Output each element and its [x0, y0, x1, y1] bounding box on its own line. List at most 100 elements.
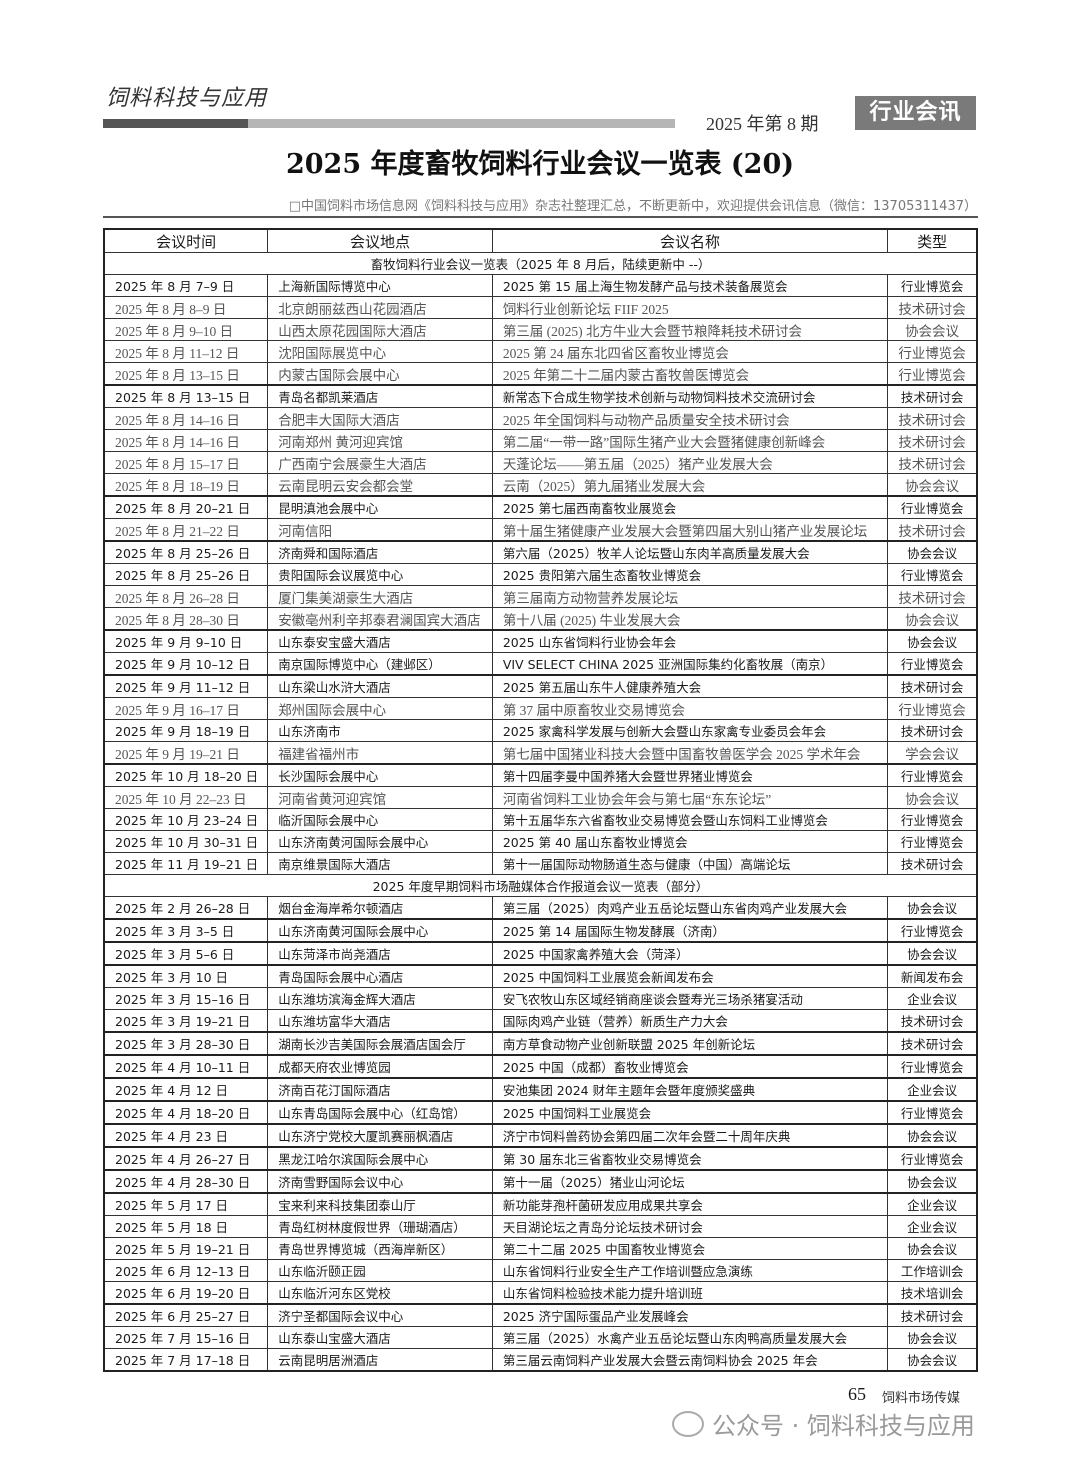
cell-type: 企业会议	[887, 1077, 978, 1102]
cell-type: 协会会议	[887, 786, 978, 809]
cell-name: 第三届云南饲料产业发展大会暨云南饲料协会 2025 年会	[491, 1348, 889, 1372]
cell-time: 2025 年 10 月 22–23 日	[103, 786, 269, 809]
cell-type: 协会会议	[887, 1348, 978, 1372]
cell-type: 行业博览会	[887, 1054, 978, 1079]
cell-type: 协会会议	[887, 941, 978, 966]
cell-time: 2025 年 8 月 20–21 日	[103, 495, 269, 519]
cell-name: 2025 中国家禽养殖大会（菏泽）	[491, 941, 889, 966]
table-row: 2025 年 4 月 12 日济南百花汀国际酒店 安池集团 2024 财年主题年会…	[103, 1077, 978, 1102]
cell-type: 行业博览会	[887, 918, 978, 943]
cell-name: 饲料行业创新论坛 FIIF 2025	[491, 296, 889, 319]
cell-time: 2025 年 8 月 15–17 日	[103, 451, 269, 474]
column-header-type: 类型	[887, 228, 978, 253]
cell-name: 天蓬论坛——第五届（2025）猪产业发展大会	[491, 451, 889, 474]
cell-time: 2025 年 4 月 10–11 日	[103, 1054, 269, 1079]
table-row: 2025 年 5 月 18 日青岛红树林度假世界（珊瑚酒店） 天目湖论坛之青岛分论…	[103, 1215, 978, 1238]
cell-location: 河南郑州 黄河迎宾馆	[267, 429, 493, 452]
cell-name: 山东省饲料检验技术能力提升培训班	[491, 1281, 889, 1305]
cell-type: 技术研讨会	[887, 1303, 978, 1327]
cell-name: 2025 济宁国际蛋品产业发展峰会	[491, 1303, 889, 1327]
cell-location: 山东梁山水浒大酒店	[267, 674, 493, 698]
table-row: 2025 年 3 月 3–5 日山东济南黄河国际会展中心 2025 第 14 届国…	[103, 918, 978, 943]
cell-location: 山东济南黄河国际会展中心	[267, 918, 493, 943]
section-heading-row: 2025 年度早期饲料市场融媒体合作报道会议一览表（部分）	[103, 874, 978, 897]
cell-location: 山东临沂颐正园	[267, 1259, 493, 1282]
cell-location: 山东临沂河东区党校	[267, 1281, 493, 1305]
cell-time: 2025 年 5 月 19–21 日	[103, 1237, 269, 1260]
cell-time: 2025 年 8 月 13–15 日	[103, 384, 269, 408]
cell-location: 济宁圣都国际会议中心	[267, 1303, 493, 1327]
cell-location: 烟台金海岸希尔顿酒店	[267, 896, 493, 920]
cell-time: 2025 年 4 月 18–20 日	[103, 1100, 269, 1125]
cell-type: 企业会议	[887, 1215, 978, 1238]
cell-time: 2025 年 6 月 19–20 日	[103, 1281, 269, 1305]
cell-type: 技术培训会	[887, 1281, 978, 1305]
table-row: 2025 年 9 月 16–17 日郑州国际会展中心第 37 届中原畜牧业交易博…	[103, 697, 978, 720]
table-row: 2025 年 7 月 15–16 日山东泰山宝盛大酒店 第三届（2025）水禽产业…	[103, 1326, 978, 1349]
cell-type: 行业博览会	[887, 1100, 978, 1125]
watermark-text: 公众号 · 饲料科技与应用	[712, 1412, 975, 1440]
cell-type: 技术研讨会	[887, 384, 978, 408]
cell-location: 上海新国际博览中心	[267, 274, 493, 297]
cell-name: 2025 第 40 届山东畜牧业博览会	[491, 830, 889, 853]
cell-location: 安徽亳州利辛邦泰君澜国宾大酒店	[267, 607, 493, 631]
cell-name: 2025 第七届西南畜牧业展览会	[491, 495, 889, 519]
cell-location: 青岛红树林度假世界（珊瑚酒店）	[267, 1215, 493, 1238]
table-row: 2025 年 4 月 10–11 日成都天府农业博览园 2025 中国（成都）畜牧…	[103, 1054, 978, 1079]
section-heading: 2025 年度早期饲料市场融媒体合作报道会议一览表（部分）	[103, 874, 978, 897]
table-row: 2025 年 8 月 20–21 日昆明滇池会展中心 2025 第七届西南畜牧业展…	[103, 495, 978, 519]
cell-location: 南京国际博览中心（建邺区）	[267, 652, 493, 676]
cell-type: 工作培训会	[887, 1259, 978, 1282]
cell-name: 河南省饲料工业协会年会与第七届“东东论坛”	[491, 786, 889, 809]
cell-name: 2025 年全国饲料与动物产品质量安全技术研讨会	[491, 407, 889, 430]
table-row: 2025 年 3 月 5–6 日山东菏泽市尚尧酒店 2025 中国家禽养殖大会（菏…	[103, 941, 978, 966]
cell-name: 2025 第五届山东牛人健康养殖大会	[491, 674, 889, 698]
cell-type: 行业博览会	[887, 274, 978, 297]
cell-type: 行业博览会	[887, 697, 978, 720]
table-row: 2025 年 10 月 18–20 日长沙国际会展中心 第十四届李曼中国养猪大会暨…	[103, 763, 978, 787]
table-row: 2025 年 3 月 10 日青岛国际会展中心酒店 2025 中国饲料工业展览会新…	[103, 964, 978, 988]
table-row: 2025 年 8 月 8–9 日北京朗丽兹西山花园酒店 饲料行业创新论坛 FIIF…	[103, 296, 978, 319]
cell-time: 2025 年 3 月 10 日	[103, 964, 269, 988]
cell-type: 技术研讨会	[887, 1031, 978, 1056]
cell-type: 技术研讨会	[887, 429, 978, 452]
cell-time: 2025 年 3 月 28–30 日	[103, 1031, 269, 1056]
cell-type: 协会会议	[887, 473, 978, 497]
table-row: 2025 年 4 月 28–30 日济南雪野国际会议中心 第十一届（2025）猪业…	[103, 1169, 978, 1194]
cell-type: 协会会议	[887, 1169, 978, 1194]
table-row: 2025 年 8 月 11–12 日沈阳国际展览中心 2025 第 24 届东北四…	[103, 340, 978, 363]
issue-label: 2025 年第 8 期	[706, 114, 819, 134]
cell-name: 2025 第 24 届东北四省区畜牧业博览会	[491, 340, 889, 363]
cell-type: 协会会议	[887, 629, 978, 653]
cell-type: 技术研讨会	[887, 719, 978, 742]
cell-name: 2025 年第二十二届内蒙古畜牧兽医博览会	[491, 362, 889, 386]
cell-type: 行业博览会	[887, 362, 978, 386]
table-row: 2025 年 9 月 11–12 日山东梁山水浒大酒店 2025 第五届山东牛人健…	[103, 674, 978, 698]
cell-type: 行业博览会	[887, 830, 978, 853]
cell-location: 青岛名都凯莱酒店	[267, 384, 493, 408]
cell-name: 新常态下合成生物学技术创新与动物饲料技术交流研讨会	[491, 384, 889, 408]
cell-location: 福建省福州市	[267, 741, 493, 765]
cell-time: 2025 年 10 月 18–20 日	[103, 763, 269, 787]
subtitle: □中国饲料市场信息网《饲料科技与应用》杂志社整理汇总，不断更新中，欢迎提供会讯信…	[288, 199, 977, 214]
cell-name: 云南（2025）第九届猪业发展大会	[491, 473, 889, 497]
table-row: 2025 年 8 月 13–15 日内蒙古国际会展中心 2025 年第二十二届内蒙…	[103, 362, 978, 386]
cell-location: 山东济南黄河国际会展中心	[267, 830, 493, 853]
cell-type: 行业博览会	[887, 652, 978, 676]
cell-type: 技术研讨会	[887, 518, 978, 542]
cell-type: 技术研讨会	[887, 407, 978, 430]
cell-time: 2025 年 8 月 25–26 日	[103, 540, 269, 564]
cell-type: 协会会议	[887, 1123, 978, 1148]
cell-time: 2025 年 9 月 9–10 日	[103, 629, 269, 653]
cell-name: 2025 山东省饲料行业协会年会	[491, 629, 889, 653]
cell-name: 2025 第 15 届上海生物发酵产品与技术装备展览会	[491, 274, 889, 297]
cell-location: 云南昆明云安会都会堂	[267, 473, 493, 497]
table-row: 2025 年 8 月 21–22 日河南信阳 第十届生猪健康产业发展大会暨第四届大…	[103, 518, 978, 542]
table-row: 2025 年 4 月 18–20 日山东青岛国际会展中心（红岛馆） 2025 中国…	[103, 1100, 978, 1125]
cell-time: 2025 年 9 月 16–17 日	[103, 697, 269, 720]
table-row: 2025 年 6 月 25–27 日济宁圣都国际会议中心 2025 济宁国际蛋品产…	[103, 1303, 978, 1327]
table-row: 2025 年 8 月 25–26 日济南舜和国际酒店 第六届（2025）牧羊人论坛…	[103, 540, 978, 564]
cell-location: 南京维景国际大酒店	[267, 852, 493, 875]
table-row: 2025 年 11 月 19–21 日南京维景国际大酒店 第十一届国际动物肠道生态…	[103, 852, 978, 875]
cell-time: 2025 年 3 月 19–21 日	[103, 1009, 269, 1033]
